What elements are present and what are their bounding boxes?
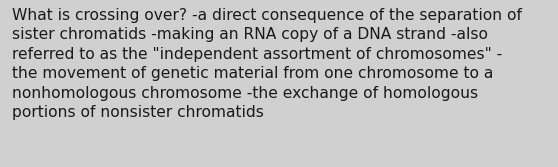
- Text: What is crossing over? -a direct consequence of the separation of
sister chromat: What is crossing over? -a direct consequ…: [12, 8, 522, 120]
